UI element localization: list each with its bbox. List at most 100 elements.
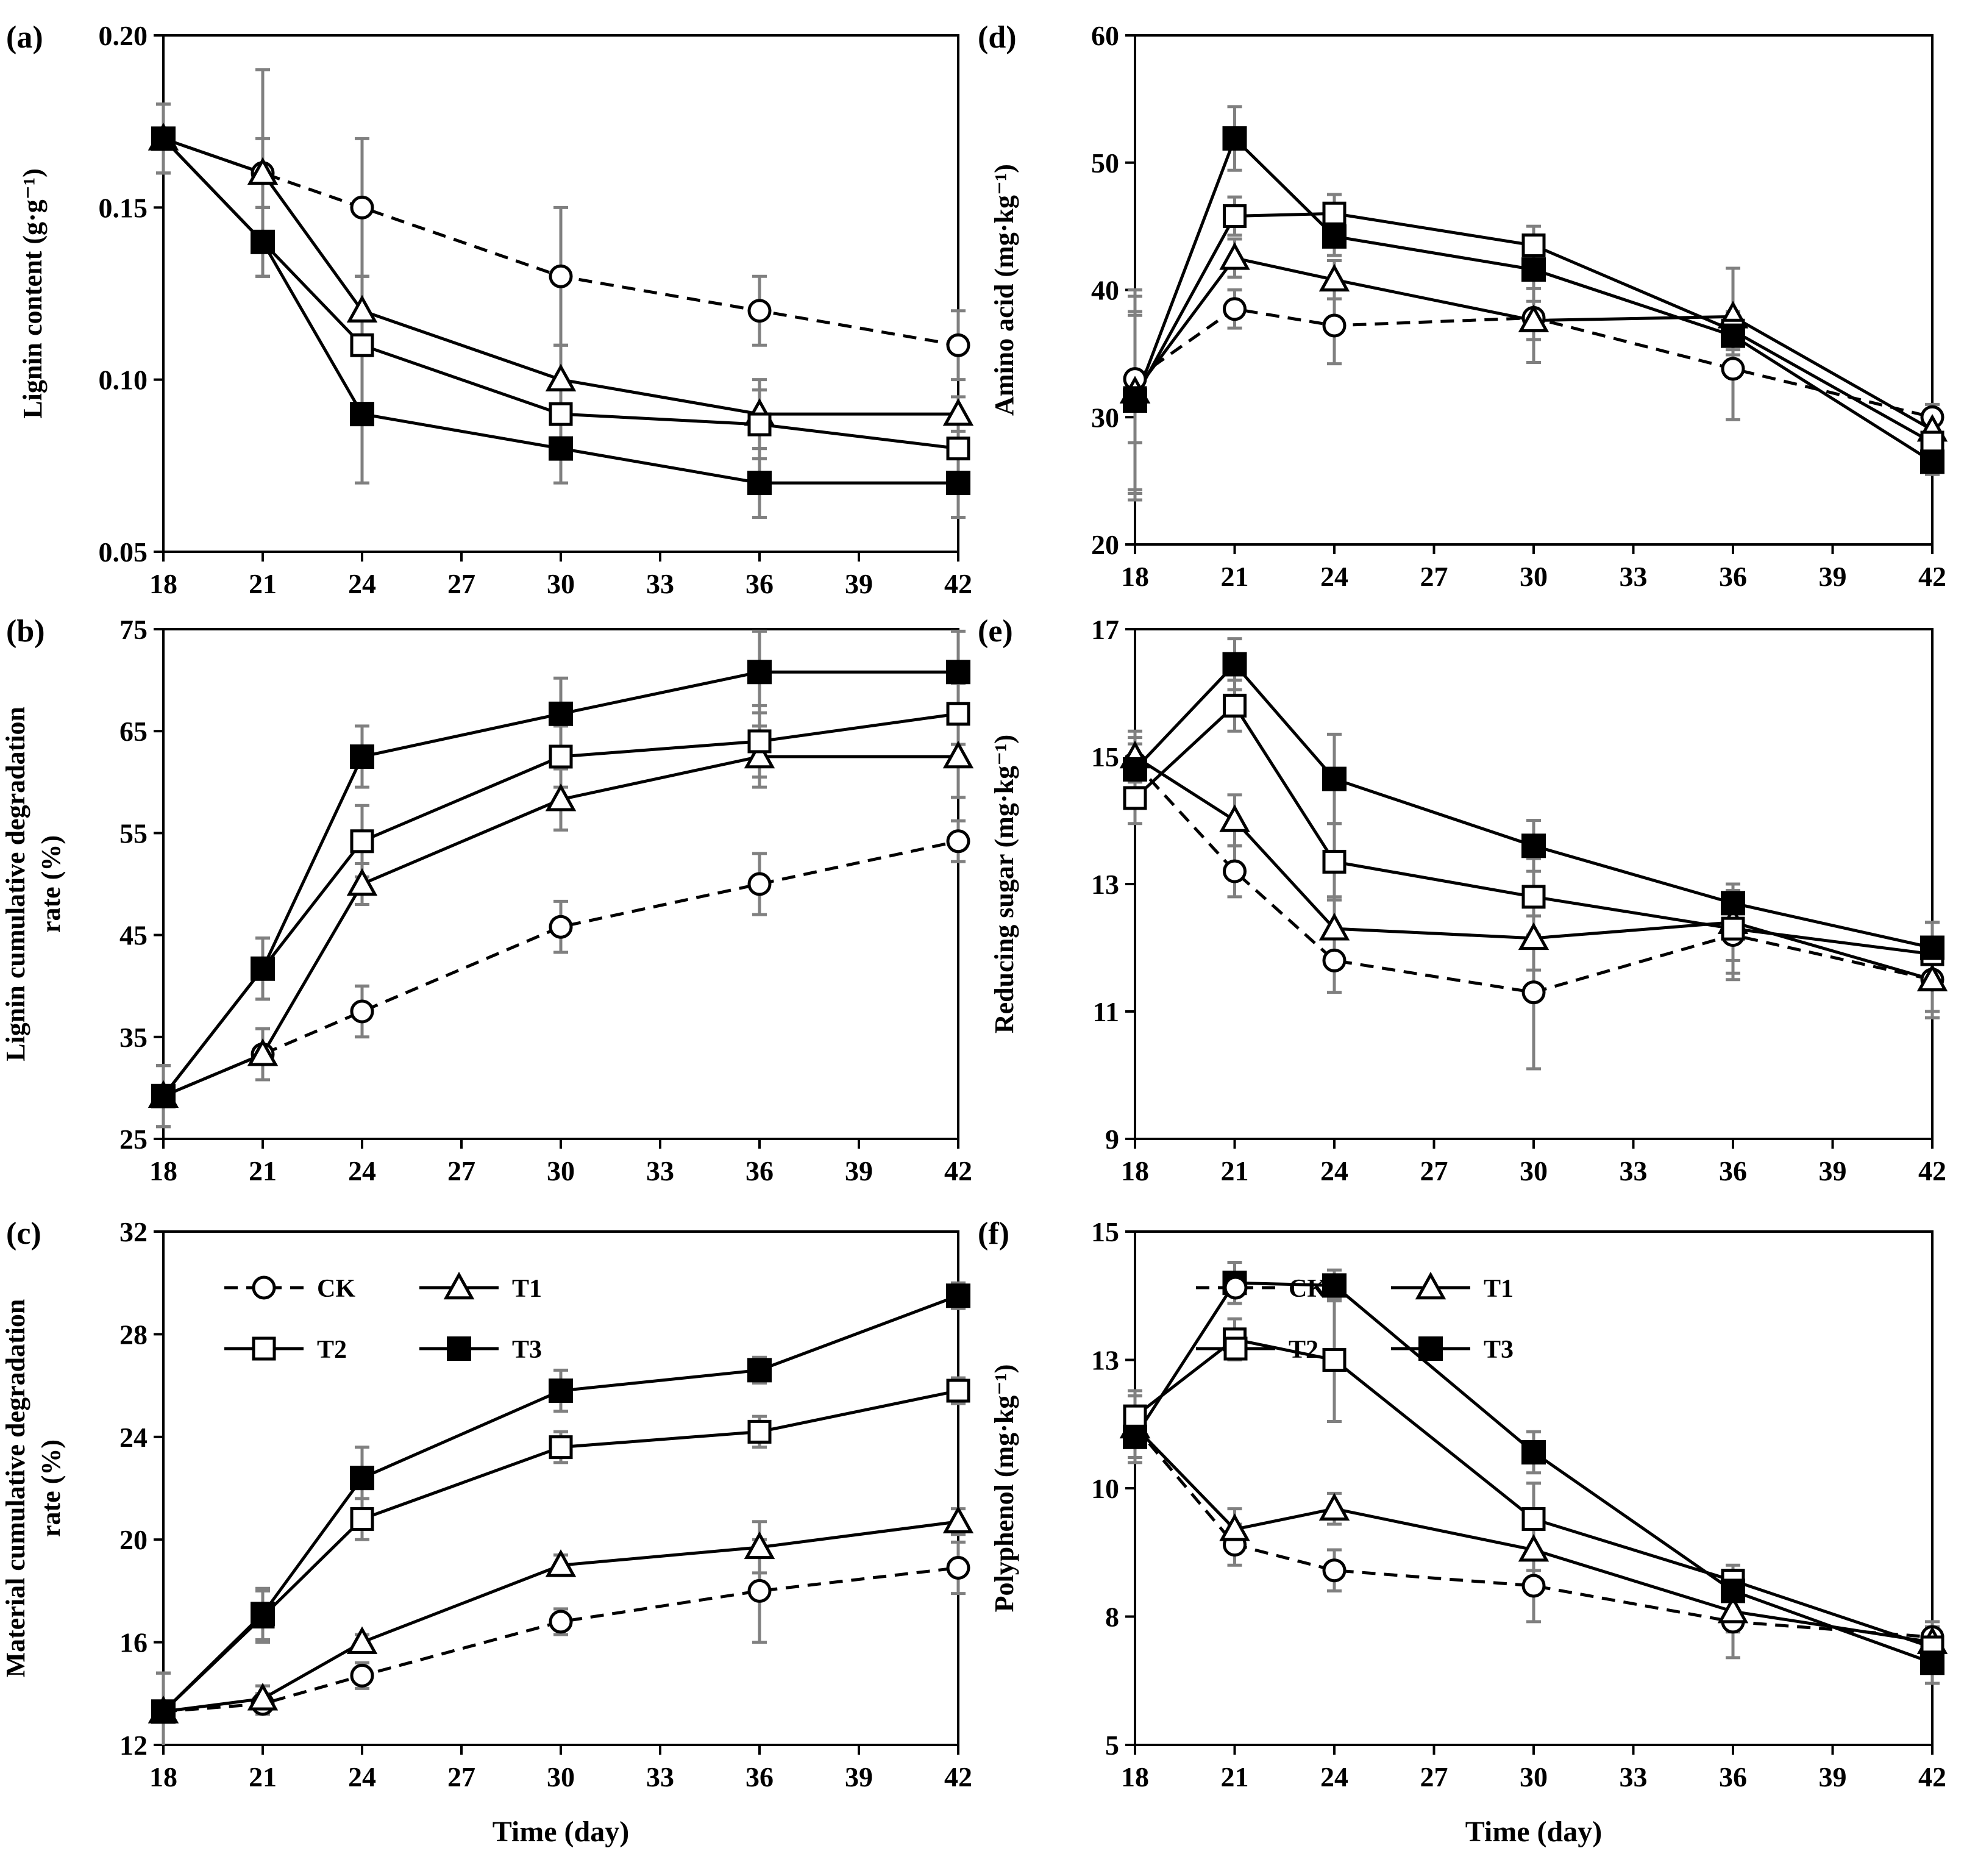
data-point-T3 [946,660,970,685]
data-point-T3 [251,956,275,981]
legend-marker-T2 [1223,1336,1248,1361]
y-tick-label: 5 [1105,1730,1119,1761]
y-tick-label: 35 [119,1022,148,1053]
x-tick-label: 42 [1918,1761,1946,1792]
y-tick-label: 50 [1091,148,1119,179]
data-point-T3 [1521,833,1546,858]
data-point-T1 [942,740,974,769]
x-tick-label: 21 [249,1761,277,1792]
data-point-T3 [747,471,772,496]
y-tick-label: 20 [119,1524,148,1555]
x-tick-label: 18 [1121,1155,1149,1186]
y-axis-title: Polyphenol (mg·kg⁻¹) [989,1364,1019,1613]
data-point-T2 [549,1435,573,1460]
series-line-T3 [1133,1281,1933,1664]
data-point-CK [350,1663,374,1688]
legend-marker-CK [1223,1275,1248,1300]
data-point-T3 [1721,1578,1745,1603]
data-point-CK [1521,1574,1546,1598]
data-point-CK [946,333,970,357]
data-point-T2 [946,437,970,461]
y-axis-title: rate (%) [36,835,66,933]
x-tick-label: 24 [1320,1761,1348,1792]
y-tick-label: 55 [119,818,148,849]
y-axis-title: Material cumulative degradation [1,1299,30,1678]
data-point-T3 [251,1602,275,1627]
y-tick-label: 13 [1091,1345,1119,1376]
y-tick-label: 12 [119,1730,148,1761]
legend-label-T1: T1 [1484,1275,1514,1303]
data-point-T3 [1920,449,1944,474]
data-point-CK [549,915,573,939]
y-tick-label: 17 [1091,614,1119,645]
data-point-T2 [747,412,772,437]
series-line-T1 [163,137,958,416]
x-tick-label: 21 [249,1155,277,1186]
x-tick-label: 36 [1719,561,1747,592]
x-tick-label: 30 [547,568,575,599]
data-point-T2 [1721,916,1745,941]
legend-marker-T1 [1415,1271,1446,1300]
x-tick-label: 33 [646,1761,674,1792]
data-point-T3 [1920,1650,1944,1675]
data-point-T1 [1518,1533,1549,1562]
series-line-T3 [162,670,958,1097]
panel-c: 18 21 24 27 30 33 36 39 42 12 16 20 24 28 32 (c) Materia… [1,1216,974,1848]
x-tick-label: 27 [1420,1155,1448,1186]
y-tick-label: 15 [1091,741,1119,772]
data-point-T2 [946,1378,970,1403]
x-tick-label: 24 [348,1761,376,1792]
legend-marker-CK [252,1275,276,1300]
data-point-T3 [1123,388,1147,413]
data-point-T1 [346,294,378,323]
legend-marker-T1 [443,1271,475,1300]
y-tick-label: 15 [1091,1216,1119,1247]
y-tick-label: 32 [119,1216,148,1247]
data-point-T1 [1518,922,1549,950]
y-tick-label: 0.05 [99,537,148,568]
x-tick-label: 42 [944,1155,972,1186]
x-tick-label: 24 [348,1155,376,1186]
data-point-T3 [1521,1440,1546,1465]
data-point-T1 [247,1683,279,1711]
x-tick-label: 39 [1819,1155,1847,1186]
legend-marker-T2 [252,1336,276,1361]
data-point-T1 [247,1038,279,1066]
data-point-T3 [350,402,374,427]
x-tick-label: 36 [1719,1155,1747,1186]
x-tick-label: 21 [1221,1761,1249,1792]
data-point-T3 [151,126,176,151]
data-point-T3 [549,1378,573,1403]
x-tick-label: 24 [1320,561,1348,592]
x-tick-label: 18 [149,1761,177,1792]
y-tick-label: 45 [119,920,148,951]
data-point-T3 [1920,935,1944,960]
data-point-T3 [1322,1273,1347,1298]
data-point-T1 [1518,304,1549,332]
y-axis-title: Amino acid (mg·kg⁻¹) [989,164,1019,416]
data-point-T1 [1318,1493,1350,1521]
legend-label-T2: T2 [1289,1336,1318,1364]
panel-label-f: (f) [978,1216,1009,1251]
x-tick-label: 42 [944,1761,972,1792]
data-point-T1 [545,363,577,391]
x-tick-label: 27 [1420,1761,1448,1792]
x-tick-label: 30 [1520,561,1548,592]
data-point-T1 [1318,263,1350,292]
legend-label-CK: CK [317,1275,355,1303]
panel-label-c: (c) [6,1216,41,1251]
data-point-T1 [1219,804,1250,832]
data-point-CK [350,195,374,219]
x-tick-label: 36 [745,1761,774,1792]
data-point-T3 [747,1358,772,1383]
legend-label-CK: CK [1289,1275,1327,1303]
data-point-T2 [1322,1348,1347,1372]
x-tick-label: 39 [845,1761,873,1792]
data-point-T1 [942,398,974,426]
series-line-CK [163,840,959,1098]
data-point-T1 [1219,242,1250,270]
y-tick-label: 0.10 [99,365,148,396]
data-point-T3 [1721,323,1745,348]
x-tick-label: 42 [944,568,972,599]
